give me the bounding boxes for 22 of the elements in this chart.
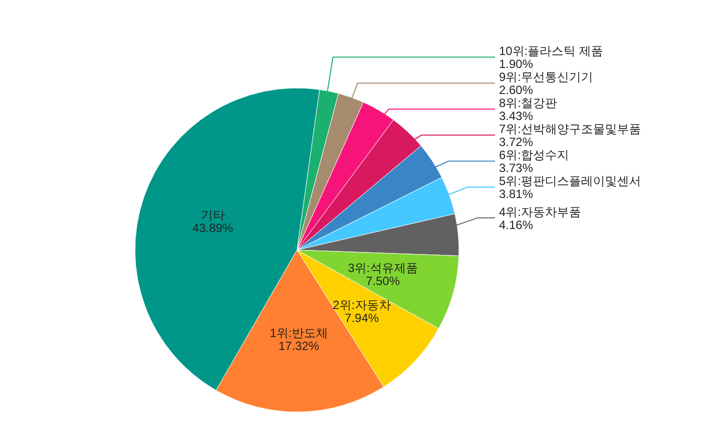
slice-label: 6위:합성수지 <box>499 148 570 162</box>
data-label: 1.90% <box>499 57 534 72</box>
data-label: 7.50% <box>366 274 400 288</box>
data-label: 3.43% <box>499 109 534 124</box>
slice-label: 2위:자동차 <box>332 298 391 312</box>
slice-label: 8위:철강판 <box>499 96 558 110</box>
data-label: 17.32% <box>278 339 320 354</box>
data-label: 3.73% <box>499 161 534 176</box>
slice-label: 1위:반도체 <box>270 326 328 340</box>
data-label: 3.81% <box>499 187 534 202</box>
slice-label: 9위:무선통신기기 <box>499 70 594 84</box>
slice-label: 10위:플라스틱 제품 <box>499 44 604 58</box>
data-label: 2.60% <box>499 83 534 98</box>
slice-label: 5위:평판디스플레이및센서 <box>499 174 642 188</box>
data-label: 43.89% <box>192 220 234 235</box>
slice-label: 3위:석유제품 <box>348 260 418 275</box>
data-label: 3.72% <box>499 135 534 150</box>
slice-label: 7위:선박해양구조물및부품 <box>499 122 642 136</box>
data-label: 7.94% <box>344 311 380 326</box>
slice-label: 기타 <box>200 208 225 222</box>
data-label: 4.16% <box>499 218 534 232</box>
slice-label: 4위:자동차부품 <box>499 204 582 219</box>
